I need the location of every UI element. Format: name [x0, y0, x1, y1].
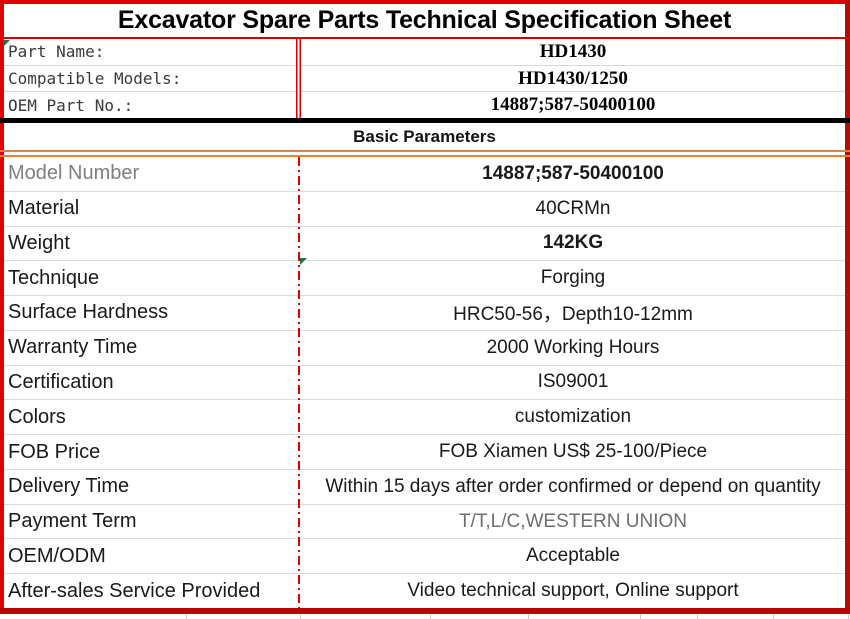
certification-label: Certification [8, 370, 114, 393]
grid-line [697, 614, 698, 619]
table-row: Compatible Models: HD1430/1250 [4, 66, 845, 93]
header-column-divider [296, 39, 301, 118]
section-title: Basic Parameters [353, 126, 496, 146]
payment-term-label: Payment Term [8, 510, 137, 533]
outer-border-top [0, 0, 850, 4]
grid-line [186, 614, 187, 619]
model-number-value: 14887;587-50400100 [482, 162, 664, 184]
grid-line [640, 614, 641, 619]
fob-price-value: FOB Xiamen US$ 25-100/Piece [438, 441, 708, 462]
after-sales-value: Video technical support, Online support [407, 580, 739, 602]
weight-value: 142KG [542, 232, 604, 254]
table-row: OEM/ODM Acceptable [4, 539, 845, 575]
error-indicator-icon [3, 40, 10, 47]
compatible-models-value: HD1430/1250 [518, 67, 628, 89]
warranty-time-label: Warranty Time [8, 336, 138, 359]
fob-price-label: FOB Price [8, 440, 101, 463]
payment-term-value: T/T,L/C,WESTERN UNION [458, 510, 687, 532]
warranty-time-value: 2000 Working Hours [486, 336, 660, 358]
table-row: Warranty Time 2000 Working Hours [4, 331, 845, 366]
delivery-time-label: Delivery Time [8, 475, 130, 498]
table-row: After-sales Service Provided Video techn… [4, 574, 845, 608]
colors-label: Colors [8, 405, 66, 428]
table-row: Payment Term T/T,L/C,WESTERN UNION [4, 505, 845, 540]
spec-column-divider [298, 157, 300, 608]
material-value: 40CRMn [535, 197, 611, 219]
section-divider-orange-bottom [0, 155, 850, 157]
technique-label: Technique [8, 266, 100, 289]
outer-border-left [0, 0, 4, 614]
grid-line [773, 614, 774, 619]
outer-border-bottom [0, 608, 850, 614]
table-row: FOB Price FOB Xiamen US$ 25-100/Piece [4, 435, 845, 470]
grid-line [848, 614, 849, 619]
table-row: Technique Forging [4, 261, 845, 297]
sheet-title: Excavator Spare Parts Technical Specific… [117, 6, 732, 34]
weight-label: Weight [8, 231, 70, 254]
colors-value: customization [514, 406, 632, 428]
surface-hardness-value: HRC50-56，Depth10-12mm [453, 304, 693, 326]
compatible-models-label: Compatible Models: [8, 69, 182, 88]
section-header: Basic Parameters [4, 123, 845, 150]
sheet-title-row: Excavator Spare Parts Technical Specific… [4, 4, 845, 37]
oem-part-no-value: 14887;587-50400100 [490, 94, 656, 116]
spec-table: Model Number 14887;587-50400100 Material… [4, 157, 845, 608]
title-divider [0, 37, 850, 39]
header-table: Part Name: HD1430 Compatible Models: HD1… [4, 39, 845, 118]
delivery-time-value: Within 15 days after order confirmed or … [325, 475, 821, 497]
surface-hardness-label: Surface Hardness [8, 301, 169, 324]
table-row: Delivery Time Within 15 days after order… [4, 470, 845, 505]
table-row: Weight 142KG [4, 227, 845, 262]
table-row: Material 40CRMn [4, 192, 845, 227]
table-row: Colors customization [4, 400, 845, 436]
table-row: Part Name: HD1430 [4, 39, 845, 66]
table-row: OEM Part No.: 14887;587-50400100 [4, 92, 845, 118]
grid-line [528, 614, 529, 619]
material-label: Material [8, 197, 80, 220]
error-indicator-icon [300, 258, 307, 265]
table-row: Surface Hardness HRC50-56，Depth10-12mm [4, 296, 845, 331]
oem-odm-label: OEM/ODM [8, 544, 106, 567]
certification-value: IS09001 [537, 371, 609, 393]
grid-line [430, 614, 431, 619]
table-row: Certification IS09001 [4, 366, 845, 401]
outer-border-right [845, 0, 850, 614]
model-number-label: Model Number [8, 162, 140, 185]
after-sales-label: After-sales Service Provided [8, 579, 261, 602]
part-name-value: HD1430 [539, 40, 607, 62]
oem-odm-value: Acceptable [525, 545, 620, 567]
table-row: Model Number 14887;587-50400100 [4, 157, 845, 192]
section-divider-black [0, 118, 850, 123]
technique-value: Forging [540, 267, 606, 289]
section-divider-orange-top [0, 150, 850, 152]
part-name-label: Part Name: [8, 42, 105, 62]
oem-part-no-label: OEM Part No.: [8, 95, 134, 115]
grid-line [300, 614, 301, 619]
